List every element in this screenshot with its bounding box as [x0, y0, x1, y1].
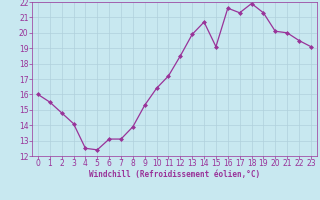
X-axis label: Windchill (Refroidissement éolien,°C): Windchill (Refroidissement éolien,°C)	[89, 170, 260, 179]
